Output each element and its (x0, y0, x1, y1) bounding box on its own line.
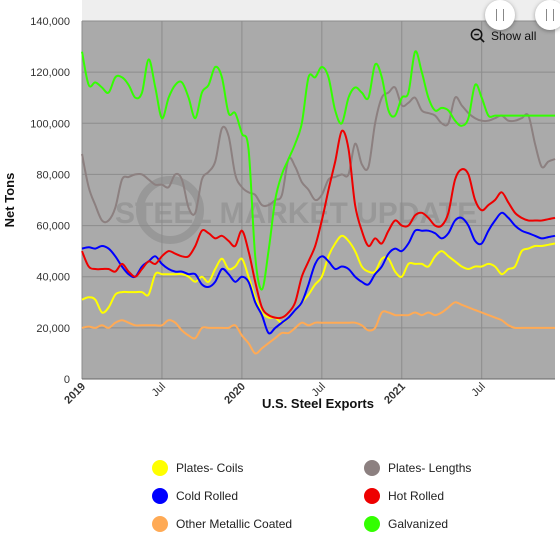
legend-item-plates-coils[interactable]: Plates- Coils (152, 460, 243, 476)
legend-item-cold-rolled[interactable]: Cold Rolled (152, 488, 238, 504)
legend-label: Galvanized (388, 517, 449, 531)
y-tick-label: 100,000 (30, 118, 70, 130)
zoom-out-icon (470, 28, 485, 43)
legend-item-hot-rolled[interactable]: Hot Rolled (364, 488, 444, 504)
y-tick-label: 60,000 (36, 221, 70, 233)
x-tick-label: 2021 (382, 381, 408, 407)
y-tick-label: 120,000 (30, 67, 70, 79)
legend-label: Plates- Lengths (388, 461, 472, 475)
legend: Plates- Coils Plates- Lengths Cold Rolled H… (0, 452, 560, 536)
legend-label: Hot Rolled (388, 489, 445, 503)
x-axis-title: U.S. Steel Exports (262, 396, 374, 411)
show-all-button[interactable]: Show all (470, 28, 536, 43)
series-line-galvanized[interactable] (81, 50, 555, 291)
range-handle-right[interactable] (535, 0, 560, 30)
y-tick-label: 40,000 (36, 272, 70, 284)
x-tick-label: Jul (469, 381, 487, 399)
y-axis: 0 20,000 40,000 60,000 80,000 100,000 120,000 1… (30, 16, 70, 386)
series-line-plates-coils[interactable] (81, 234, 556, 324)
x-tick-label: 2020 (222, 381, 248, 407)
legend-swatch (364, 488, 380, 504)
y-tick-label: 20,000 (36, 323, 70, 335)
show-all-label: Show all (491, 28, 537, 43)
grid-lines (81, 20, 555, 380)
legend-swatch (152, 488, 168, 504)
legend-item-plates-lengths[interactable]: Plates- Lengths (364, 460, 471, 476)
range-selector-strip[interactable] (82, 0, 555, 21)
chart: STEEL MARKET UPDATE 020,00040,00060,0008… (2, 0, 556, 411)
legend-swatch (152, 460, 168, 476)
series-line-plates-lengths[interactable] (81, 86, 556, 224)
y-axis-title: Net Tons (2, 173, 17, 228)
legend-item-other-metallic-coated[interactable]: Other Metallic Coated (152, 516, 292, 532)
series-line-hot-rolled[interactable] (81, 129, 556, 320)
y-tick-label: 0 (64, 374, 70, 386)
x-tick-label: Jul (150, 381, 168, 399)
series-line-cold-rolled[interactable] (81, 211, 556, 335)
y-tick-label: 140,000 (30, 16, 70, 28)
series-layer (81, 50, 556, 355)
legend-label: Cold Rolled (176, 489, 239, 503)
legend-label: Other Metallic Coated (176, 517, 293, 531)
series-line-other-metallic-coated[interactable] (81, 301, 555, 355)
legend-swatch (152, 516, 168, 532)
legend-swatch (364, 516, 380, 532)
y-tick-label: 80,000 (36, 169, 70, 181)
legend-label: Plates- Coils (176, 461, 244, 475)
range-handle-left[interactable] (485, 0, 515, 30)
legend-item-galvanized[interactable]: Galvanized (364, 516, 448, 532)
legend-swatch (364, 460, 380, 476)
